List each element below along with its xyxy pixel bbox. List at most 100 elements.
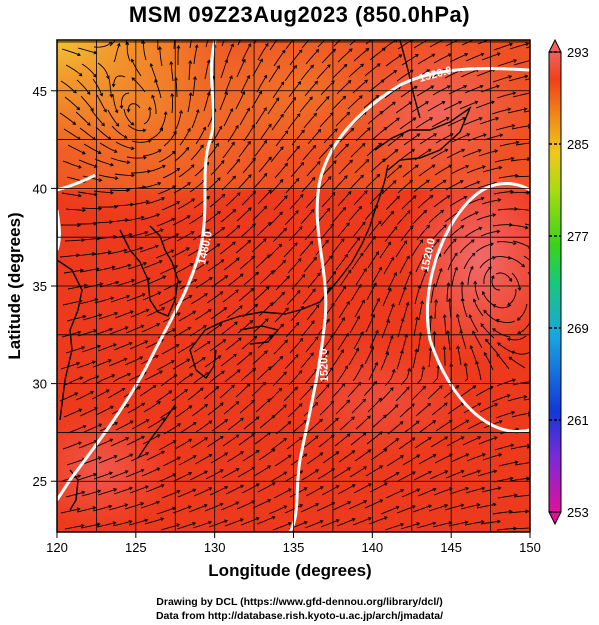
streamline — [380, 351, 389, 371]
streamline — [448, 521, 468, 527]
streamline-arrowhead — [259, 58, 263, 63]
streamline-arrowhead — [390, 256, 395, 261]
streamline-arrowhead — [232, 241, 236, 246]
streamline — [97, 343, 117, 352]
streamline-arrowhead — [145, 452, 150, 456]
streamline-arrowhead — [278, 387, 283, 392]
streamline-arrowhead — [325, 384, 330, 388]
streamline-arrowhead — [303, 453, 308, 457]
streamline — [238, 141, 251, 158]
streamline — [221, 175, 236, 191]
streamline-arrowhead — [542, 477, 545, 480]
streamline-arrowhead — [236, 192, 241, 196]
streamline — [177, 198, 195, 210]
streamline-arrowhead — [436, 238, 440, 243]
streamline-arrowhead — [278, 243, 283, 248]
streamline — [235, 383, 251, 398]
streamline-arrowhead — [276, 65, 280, 69]
streamline — [143, 260, 162, 269]
streamline — [159, 111, 167, 131]
streamline — [507, 335, 527, 341]
streamline-arrowhead — [378, 266, 382, 271]
streamline — [353, 48, 369, 62]
streamline — [300, 503, 319, 513]
streamline-arrowhead — [317, 128, 322, 133]
streamline — [253, 173, 268, 189]
streamline — [402, 164, 419, 178]
streamline-arrowhead — [425, 101, 429, 105]
streamline-arrowhead — [383, 516, 388, 520]
streamline — [370, 448, 388, 461]
streamline-arrowhead — [176, 44, 181, 49]
streamline-arrowhead — [343, 63, 348, 68]
streamline — [150, 63, 158, 83]
streamline-arrowhead — [93, 73, 97, 78]
streamline — [203, 386, 219, 400]
streamline-arrowhead — [513, 59, 518, 63]
streamline — [396, 350, 403, 370]
streamline — [256, 366, 272, 381]
streamline-arrowhead — [411, 403, 415, 408]
streamline-arrowhead — [94, 192, 98, 197]
streamline-arrowhead — [145, 419, 150, 423]
streamline — [401, 195, 417, 210]
streamline-arrowhead — [169, 61, 174, 65]
streamline — [226, 305, 243, 319]
streamline — [190, 144, 204, 161]
streamline — [283, 242, 298, 258]
streamline — [371, 414, 387, 429]
streamline — [258, 302, 274, 317]
streamline-arrowhead — [282, 259, 287, 264]
colorbar-tick-label: 269 — [567, 321, 589, 336]
streamline — [353, 483, 372, 494]
streamline — [349, 315, 360, 334]
streamline-arrowhead — [219, 291, 224, 295]
streamline — [335, 399, 350, 415]
streamline-arrowhead — [299, 504, 304, 508]
streamline-arrowhead — [389, 335, 394, 339]
streamline-arrowhead — [221, 193, 226, 198]
streamline — [508, 224, 529, 229]
streamline-arrowhead — [247, 43, 252, 47]
streamline — [494, 157, 514, 163]
streamline — [255, 107, 267, 125]
streamline — [464, 85, 483, 94]
streamline — [449, 53, 468, 63]
streamline — [81, 207, 102, 210]
streamline-arrowhead — [478, 116, 483, 121]
streamline-arrowhead — [268, 123, 272, 128]
streamline — [432, 224, 447, 240]
streamline-arrowhead — [294, 242, 298, 246]
streamline — [532, 288, 534, 307]
streamline-arrowhead — [168, 390, 173, 394]
streamline-arrowhead — [203, 504, 208, 508]
streamline-arrowhead — [480, 52, 485, 57]
streamline-arrowhead — [124, 503, 129, 508]
streamline-arrowhead — [363, 500, 368, 504]
streamline-arrowhead — [235, 401, 240, 405]
streamline — [491, 256, 511, 259]
streamline-arrowhead — [157, 401, 161, 405]
streamline — [129, 340, 148, 350]
streamline — [146, 165, 166, 173]
streamline — [335, 112, 350, 127]
streamline — [81, 63, 97, 78]
streamline-arrowhead — [187, 127, 191, 132]
streamline-arrowhead — [176, 489, 181, 494]
streamline-arrowhead — [233, 353, 237, 358]
streamline-arrowhead — [541, 75, 544, 78]
streamline-arrowhead — [494, 403, 499, 407]
streamline — [413, 40, 429, 49]
streamline-arrowhead — [347, 501, 352, 505]
streamline — [91, 389, 110, 400]
streamline-arrowhead — [219, 435, 224, 440]
streamline-arrowhead — [163, 111, 168, 115]
streamline — [514, 462, 530, 466]
streamline — [64, 239, 85, 242]
streamline — [172, 215, 191, 226]
streamline-arrowhead — [264, 350, 268, 355]
streamline-arrowhead — [524, 74, 529, 79]
streamline-arrowhead — [327, 176, 332, 180]
streamline-arrowhead — [406, 210, 411, 214]
streamline-arrowhead — [481, 486, 486, 491]
